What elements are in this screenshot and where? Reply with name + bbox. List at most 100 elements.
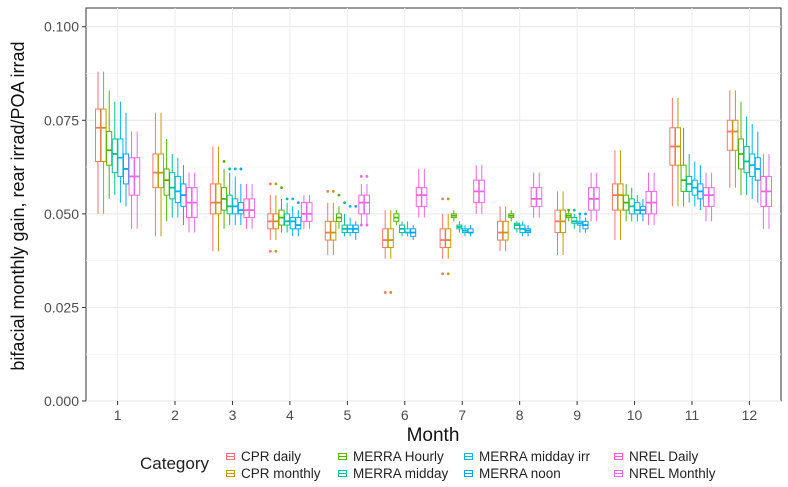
- outlier-point: [343, 201, 346, 205]
- box-merra-midday-irr: [174, 157, 181, 218]
- box-merra-midday-irr: [576, 212, 583, 233]
- box-merra-midday-irr: [347, 204, 354, 237]
- outlier-point: [584, 212, 587, 216]
- legend-item: NREL Daily: [612, 448, 732, 465]
- box-cpr-monthly: [215, 146, 222, 252]
- box-merra-midday-irr: [519, 221, 526, 237]
- box-iqr: [100, 108, 107, 162]
- box-iqr: [743, 145, 750, 174]
- box-iqr: [536, 187, 543, 207]
- y-axis-label: bifacial monthly gain, rear irrad/POA ir…: [8, 41, 28, 370]
- box-merra-hourly: [450, 210, 457, 222]
- legend-item: MERRA Hourly: [336, 448, 458, 465]
- box-iqr: [174, 175, 181, 204]
- box-iqr: [702, 187, 709, 207]
- legend-item: MERRA midday: [336, 465, 458, 482]
- box-cpr-monthly: [158, 112, 165, 237]
- box-iqr: [289, 217, 296, 230]
- box-cpr-daily: [209, 146, 216, 252]
- box-cpr-monthly: [272, 182, 279, 253]
- box-iqr: [513, 222, 520, 230]
- box-merra-midday: [111, 101, 118, 196]
- box-iqr: [226, 194, 233, 215]
- y-axis-ticks: 0.000 0.025 0.050 0.075 0.100: [44, 19, 86, 409]
- x-tick-label: 2: [171, 407, 179, 423]
- box-iqr: [94, 108, 102, 162]
- box-iqr: [306, 202, 313, 222]
- box-nrel-daily: [530, 172, 537, 218]
- outlier-point: [296, 201, 300, 205]
- legend-key-icon: [224, 450, 238, 464]
- legend-label: CPR monthly: [241, 466, 321, 481]
- box-merra-midday-irr: [749, 124, 756, 199]
- outlier-point: [268, 249, 272, 253]
- box-iqr: [169, 172, 176, 200]
- outlier-point: [354, 204, 358, 208]
- box-nrel-monthly: [536, 172, 543, 218]
- box-merra-hourly: [565, 208, 572, 222]
- outlier-point: [441, 272, 445, 276]
- y-tick-label: 0.075: [44, 112, 79, 128]
- box-nrel-monthly: [134, 131, 141, 229]
- outlier-point: [331, 190, 335, 193]
- legend-key-icon: [336, 467, 350, 481]
- box-nrel-monthly: [651, 172, 658, 226]
- outlier-point: [359, 175, 363, 178]
- x-tick-label: 5: [343, 407, 351, 423]
- legend-item: MERRA midday irr: [462, 448, 608, 465]
- box-iqr: [497, 220, 504, 241]
- x-tick-label: 4: [286, 407, 294, 423]
- legend-key-icon: [224, 467, 238, 481]
- box-nrel-monthly: [306, 195, 313, 229]
- outlier-point: [239, 167, 243, 171]
- legend-label: NREL Monthly: [629, 466, 716, 481]
- box-nrel-daily: [300, 195, 307, 229]
- box-iqr: [295, 217, 302, 230]
- box-merra-noon: [697, 165, 704, 211]
- box-iqr: [387, 228, 394, 249]
- box-merra-midday-irr: [232, 167, 239, 226]
- box-cpr-monthly: [330, 190, 337, 256]
- legend-title: Category: [140, 454, 209, 473]
- box-nrel-daily: [702, 172, 709, 222]
- outlier-point: [326, 190, 330, 193]
- box-merra-noon: [410, 225, 417, 241]
- box-iqr: [611, 183, 618, 211]
- outlier-point: [222, 160, 226, 163]
- box-merra-hourly: [106, 90, 113, 199]
- legend-item: CPR monthly: [224, 465, 332, 482]
- box-merra-noon: [754, 131, 761, 203]
- box-merra-noon: [295, 201, 302, 237]
- legend-label: NREL Daily: [629, 449, 699, 464]
- box-iqr: [330, 220, 337, 241]
- outlier-point: [365, 175, 369, 178]
- box-iqr: [158, 153, 165, 189]
- box-cpr-monthly: [387, 210, 394, 294]
- legend-key-icon: [612, 450, 626, 464]
- x-tick-label: 8: [516, 407, 524, 423]
- x-tick-label: 1: [114, 407, 122, 423]
- legend-item: CPR daily: [224, 448, 332, 465]
- box-cpr-daily: [382, 210, 389, 294]
- box-iqr: [680, 164, 687, 192]
- box-nrel-monthly: [478, 165, 485, 214]
- outlier-point: [389, 291, 393, 294]
- box-merra-hourly: [278, 186, 285, 233]
- box-nrel-monthly: [363, 175, 370, 227]
- legend: Category CPR daily CPR monthly MERRA Hourl…: [132, 448, 782, 484]
- x-tick-label: 3: [229, 407, 237, 423]
- x-tick-label: 9: [573, 407, 581, 423]
- box-merra-noon: [525, 225, 532, 237]
- outlier-point: [383, 291, 387, 294]
- legend-key-icon: [462, 467, 476, 481]
- box-cpr-daily: [152, 112, 159, 237]
- box-iqr: [634, 202, 641, 215]
- outlier-point: [274, 182, 278, 186]
- box-iqr: [106, 131, 113, 166]
- box-iqr: [111, 138, 118, 174]
- outlier-point: [268, 182, 272, 186]
- outlier-point: [337, 193, 341, 197]
- box-nrel-monthly: [765, 153, 773, 229]
- x-tick-label: 6: [401, 407, 409, 423]
- outlier-point: [348, 204, 352, 208]
